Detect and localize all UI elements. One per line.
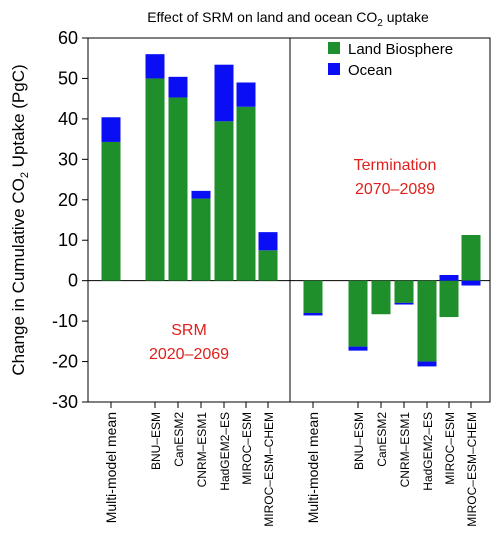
bar-land <box>145 78 165 281</box>
bar-land <box>303 280 323 314</box>
y-tick-label: -30 <box>52 392 78 412</box>
plot-frame <box>87 37 491 403</box>
y-axis-label: Change in Cumulative CO2 Uptake (PgC) <box>9 64 31 375</box>
x-tick-label: Multi-model mean <box>103 412 119 523</box>
bar-ocean <box>258 232 278 251</box>
bar-land <box>214 121 234 281</box>
bar-land <box>371 280 391 315</box>
y-tick-label: 40 <box>58 109 78 129</box>
y-tick-label: -20 <box>52 352 78 372</box>
x-tick-label: CanESM2 <box>375 412 389 467</box>
bar-ocean <box>168 76 188 98</box>
bar-ocean <box>191 190 211 199</box>
x-tick-label: MIROC–ESM <box>443 412 457 485</box>
x-tick-label: BNU–ESM <box>352 412 366 470</box>
bar-land <box>258 250 278 281</box>
panel-annotation: 2020–2069 <box>149 346 229 363</box>
bar-land <box>191 198 211 281</box>
y-axis-label-suffix: Uptake (PgC) <box>9 64 28 172</box>
x-tick-label: MIROC–ESM–CHEM <box>262 412 276 527</box>
bar-land <box>394 280 414 303</box>
panel-annotation: SRM <box>171 322 207 339</box>
bar-land <box>461 234 481 281</box>
bar-land <box>348 280 368 347</box>
y-tick-label: 0 <box>68 271 78 291</box>
bar-land <box>101 141 121 281</box>
bar-ocean <box>417 361 437 367</box>
panel-annotation: Termination <box>354 157 437 174</box>
bar-land <box>236 106 256 281</box>
legend-label: Land Biosphere <box>348 41 453 58</box>
x-tick-label: Multi-model mean <box>305 412 321 523</box>
x-tick-label: CNRM–ESM1 <box>398 412 412 488</box>
x-tick-label: CanESM2 <box>172 412 186 467</box>
bar-ocean <box>303 313 323 316</box>
chart-title-suffix: uptake <box>383 9 429 25</box>
chart-title-main: Effect of SRM on land and ocean CO <box>147 9 377 25</box>
y-axis-label-subscript: 2 <box>19 172 31 178</box>
x-tick-label: HadGEM2–ES <box>421 412 435 491</box>
bar-ocean <box>214 64 234 122</box>
x-tick-label: MIROC–ESM–CHEM <box>465 412 479 527</box>
chart-title: Effect of SRM on land and ocean CO2 upta… <box>147 9 429 29</box>
plot-area: -30 -20 -10 0 10 20 30 40 50 60 Multi-model mean BN… <box>52 28 491 527</box>
bar-land <box>168 97 188 281</box>
y-tick-label: 50 <box>58 68 78 88</box>
bar-ocean <box>145 54 165 79</box>
bar-ocean <box>236 82 256 107</box>
y-tick-label: 60 <box>58 28 78 48</box>
y-tick-label: 30 <box>58 149 78 169</box>
legend-label: Ocean <box>348 62 392 79</box>
chart-title-subscript: 2 <box>377 18 383 29</box>
panel-annotation: 2070–2089 <box>355 181 435 198</box>
x-tick-label: CNRM–ESM1 <box>195 412 209 488</box>
bar-ocean <box>394 302 414 305</box>
bar-land <box>439 280 459 318</box>
y-tick-label: 10 <box>58 230 78 250</box>
y-tick-label: 20 <box>58 190 78 210</box>
legend-swatch <box>328 42 340 54</box>
bar-ocean <box>101 117 121 142</box>
x-tick-label: MIROC–ESM <box>240 412 254 485</box>
x-tick-label: BNU–ESM <box>149 412 163 470</box>
legend-swatch <box>328 63 340 75</box>
bar-ocean <box>461 280 481 286</box>
bar-ocean <box>348 346 368 351</box>
y-tick-label: -10 <box>52 311 78 331</box>
x-tick-label: HadGEM2–ES <box>218 412 232 491</box>
bar-ocean <box>439 275 459 281</box>
y-axis-label-main: Change in Cumulative CO <box>9 178 28 375</box>
bar-land <box>417 280 437 362</box>
